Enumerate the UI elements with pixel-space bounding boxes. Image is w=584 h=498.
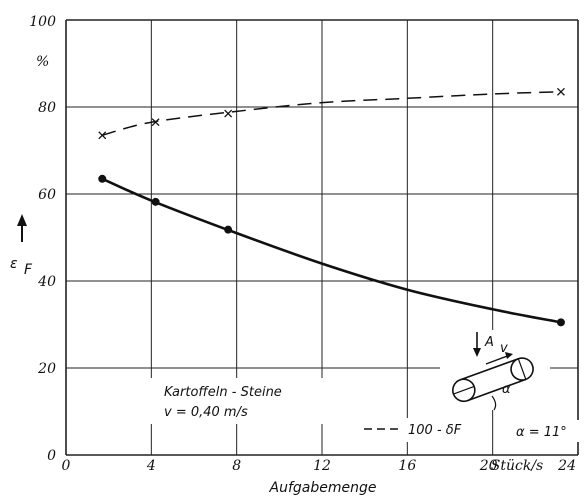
arrow-v-head [505,352,513,359]
data-point [224,225,233,234]
belt [452,357,534,403]
annotation-speed: v = 0,40 m/s [164,405,248,420]
x-tick-labels: 0 4 8 12 16 20 24 [62,458,576,474]
grid [65,19,579,456]
arrow-a-head [473,348,481,357]
annotation-backdrop [150,378,336,424]
y-label-symbol: ε [10,256,18,272]
schematic-label-v: v [500,341,508,356]
x-tick-label: 12 [313,458,331,474]
pulley-left-axis [453,385,475,395]
y-tick-label: 80 [38,100,56,116]
x-tick-label: 8 [232,458,241,474]
data-point [151,118,160,127]
annotation-material: Kartoffeln - Steine [164,385,282,400]
schematic-label-a: A [484,335,494,350]
series-line-dashed [102,91,561,136]
x-axis-label: Aufgabemenge [269,480,377,496]
data-point [224,109,233,118]
y-tick-label: 0 [47,448,56,464]
angle-arc [491,395,497,411]
conveyor-schematic: A v α [440,330,550,411]
series-lines [101,91,562,324]
belt-top [459,357,519,381]
x-tick-label: 24 [557,458,576,474]
y-tick-label: 60 [38,187,56,203]
y-tick-label: 20 [37,361,56,377]
belt-bottom [467,378,527,402]
arrow-v-shaft [485,354,511,365]
series-markers [98,87,565,327]
alpha-backdrop [510,420,580,442]
x-unit-label: Stück/s [491,458,543,474]
schematic-label-alpha: α [502,382,511,397]
y-unit-label: % [36,54,49,70]
series-line-solid [101,177,562,324]
x-tick-label: 0 [62,458,71,474]
y-label-arrow-head [17,214,27,226]
legend-dashed-label: 100 - δF [408,423,462,438]
y-tick-label: 40 [37,274,56,290]
alpha-label: α = 11° [516,425,567,440]
data-point [98,174,107,183]
x-tick-label: 4 [146,458,156,474]
x-tick-label: 20 [479,458,498,474]
data-point [556,318,565,327]
pulley-right-axis [517,358,527,380]
y-axis-label: ε F [10,214,33,278]
legend-backdrop [354,418,476,442]
x-tick-label: 16 [398,458,416,474]
data-point [98,131,107,140]
data-point [151,197,160,206]
y-tick-labels: 0 20 40 60 80 100 [29,14,56,464]
data-point [556,87,565,96]
y-tick-label: 100 [29,14,56,30]
y-label-subscript: F [24,262,33,278]
